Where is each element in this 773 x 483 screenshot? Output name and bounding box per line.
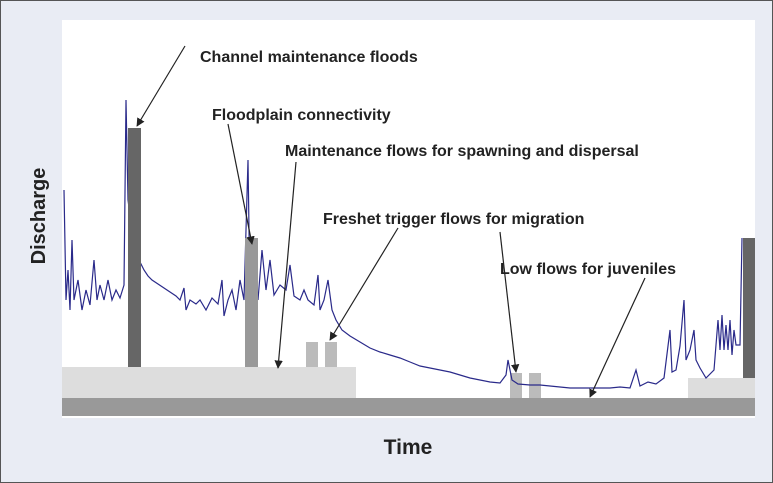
- y-axis-label: Discharge: [28, 168, 50, 265]
- connectivity-bar: [245, 238, 258, 367]
- annotation: Low flows for juveniles: [500, 261, 676, 278]
- pulse-bar: [325, 342, 337, 367]
- annotation: Freshet trigger flows for migration: [323, 211, 584, 228]
- arrow: [589, 277, 646, 398]
- high-flow-block: [62, 367, 356, 398]
- x-axis-label: Time: [384, 436, 433, 459]
- annotation: Channel maintenance floods: [200, 49, 418, 66]
- pulse-bar: [306, 342, 318, 367]
- annotation: Maintenance flows for spawning and dispe…: [285, 143, 639, 160]
- arrow: [136, 45, 186, 127]
- arrow: [499, 231, 520, 373]
- flood-bar: [128, 128, 141, 367]
- annotation: Floodplain connectivity: [212, 107, 391, 124]
- plot-area: [62, 20, 755, 418]
- arrow: [227, 123, 255, 245]
- base-flow-band: [62, 398, 755, 416]
- high-flow-block: [688, 378, 755, 398]
- arrow: [274, 161, 297, 369]
- pulse-bar: [510, 373, 522, 398]
- flood-bar: [743, 238, 755, 378]
- arrow: [329, 227, 399, 341]
